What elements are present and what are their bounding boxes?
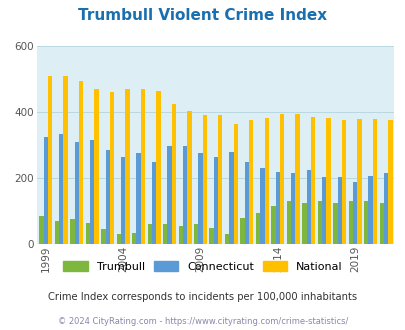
Bar	[48, 76, 52, 244]
Bar	[110, 92, 114, 244]
Bar	[44, 137, 48, 244]
Bar	[379, 203, 383, 244]
Bar	[79, 81, 83, 244]
Bar	[116, 234, 121, 244]
Bar	[141, 89, 145, 244]
Bar	[171, 104, 176, 244]
Bar	[55, 221, 59, 244]
Bar	[163, 224, 167, 244]
Bar	[337, 177, 341, 244]
Bar	[348, 201, 352, 244]
Bar	[101, 229, 105, 244]
Bar	[63, 76, 68, 244]
Bar	[75, 142, 79, 244]
Bar	[383, 173, 387, 244]
Bar	[229, 152, 233, 244]
Bar	[286, 201, 290, 244]
Bar	[275, 172, 279, 244]
Bar	[105, 150, 110, 244]
Bar	[147, 224, 151, 244]
Bar	[151, 162, 156, 244]
Bar	[363, 201, 368, 244]
Bar	[90, 140, 94, 244]
Bar	[387, 120, 392, 244]
Bar	[213, 157, 217, 244]
Bar	[125, 89, 129, 244]
Bar	[187, 111, 191, 244]
Bar	[132, 233, 136, 244]
Bar	[321, 177, 326, 244]
Bar	[198, 153, 202, 244]
Bar	[310, 117, 314, 244]
Bar	[94, 89, 98, 244]
Bar	[341, 120, 345, 244]
Text: © 2024 CityRating.com - https://www.cityrating.com/crime-statistics/: © 2024 CityRating.com - https://www.city…	[58, 317, 347, 326]
Bar	[244, 162, 248, 244]
Text: Trumbull Violent Crime Index: Trumbull Violent Crime Index	[78, 8, 327, 23]
Bar	[260, 168, 264, 244]
Bar	[194, 224, 198, 244]
Bar	[372, 119, 376, 244]
Bar	[217, 115, 222, 244]
Bar	[306, 170, 310, 244]
Bar	[182, 146, 187, 244]
Text: Crime Index corresponds to incidents per 100,000 inhabitants: Crime Index corresponds to incidents per…	[48, 292, 357, 302]
Bar	[248, 120, 253, 244]
Bar	[233, 124, 237, 244]
Bar	[85, 223, 90, 244]
Bar	[209, 228, 213, 244]
Bar	[255, 213, 260, 244]
Bar	[39, 216, 44, 244]
Bar	[136, 153, 141, 244]
Bar	[156, 91, 160, 244]
Bar	[224, 234, 229, 244]
Bar	[59, 134, 63, 244]
Bar	[326, 118, 330, 244]
Bar	[290, 173, 295, 244]
Bar	[167, 146, 171, 244]
Bar	[352, 182, 356, 244]
Bar	[356, 119, 361, 244]
Bar	[178, 226, 182, 244]
Bar	[295, 114, 299, 244]
Bar	[333, 203, 337, 244]
Bar	[121, 157, 125, 244]
Bar	[271, 206, 275, 244]
Bar	[317, 201, 321, 244]
Legend: Trumbull, Connecticut, National: Trumbull, Connecticut, National	[60, 258, 345, 276]
Bar	[240, 218, 244, 244]
Bar	[368, 176, 372, 244]
Bar	[202, 115, 207, 244]
Bar	[70, 219, 75, 244]
Bar	[264, 118, 268, 244]
Bar	[279, 114, 284, 244]
Bar	[301, 203, 306, 244]
